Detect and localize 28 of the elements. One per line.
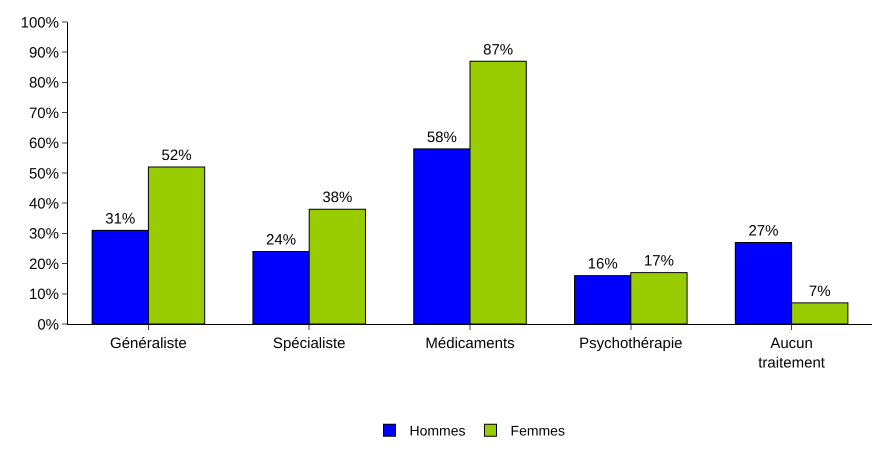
data-label: 24% xyxy=(266,232,296,249)
legend-label: Hommes xyxy=(410,422,466,439)
y-tick-label: 80% xyxy=(28,74,59,92)
x-tick-label: Généraliste xyxy=(110,335,187,352)
data-label: 58% xyxy=(426,128,457,146)
data-label: 31% xyxy=(105,210,136,228)
y-tick-label: 60% xyxy=(28,135,59,152)
x-tick-label: Psychothérapie xyxy=(579,335,683,352)
y-tick-label: 50% xyxy=(28,165,59,182)
y-tick-label: 30% xyxy=(28,226,59,243)
y-tick-label: 20% xyxy=(28,256,59,273)
y-tick-label: 70% xyxy=(28,104,59,122)
data-label: 7% xyxy=(808,282,831,300)
y-tick-label: 100% xyxy=(20,14,59,32)
data-label: 87% xyxy=(483,41,514,58)
data-label: 16% xyxy=(588,256,618,273)
x-tick-label: Spécialiste xyxy=(272,335,346,352)
data-label: 17% xyxy=(644,252,674,270)
y-tick-label: 90% xyxy=(28,44,59,62)
x-tick-label: Médicaments xyxy=(425,335,515,352)
data-label: 38% xyxy=(322,189,352,206)
legend-label: Femmes xyxy=(510,422,565,439)
y-tick-label: 40% xyxy=(28,195,59,212)
y-tick-label: 10% xyxy=(28,286,59,304)
y-tick-label: 0% xyxy=(37,316,59,334)
data-label: 52% xyxy=(162,146,192,164)
x-tick-label: Aucun traitement xyxy=(758,335,826,372)
data-label: 27% xyxy=(748,222,778,240)
